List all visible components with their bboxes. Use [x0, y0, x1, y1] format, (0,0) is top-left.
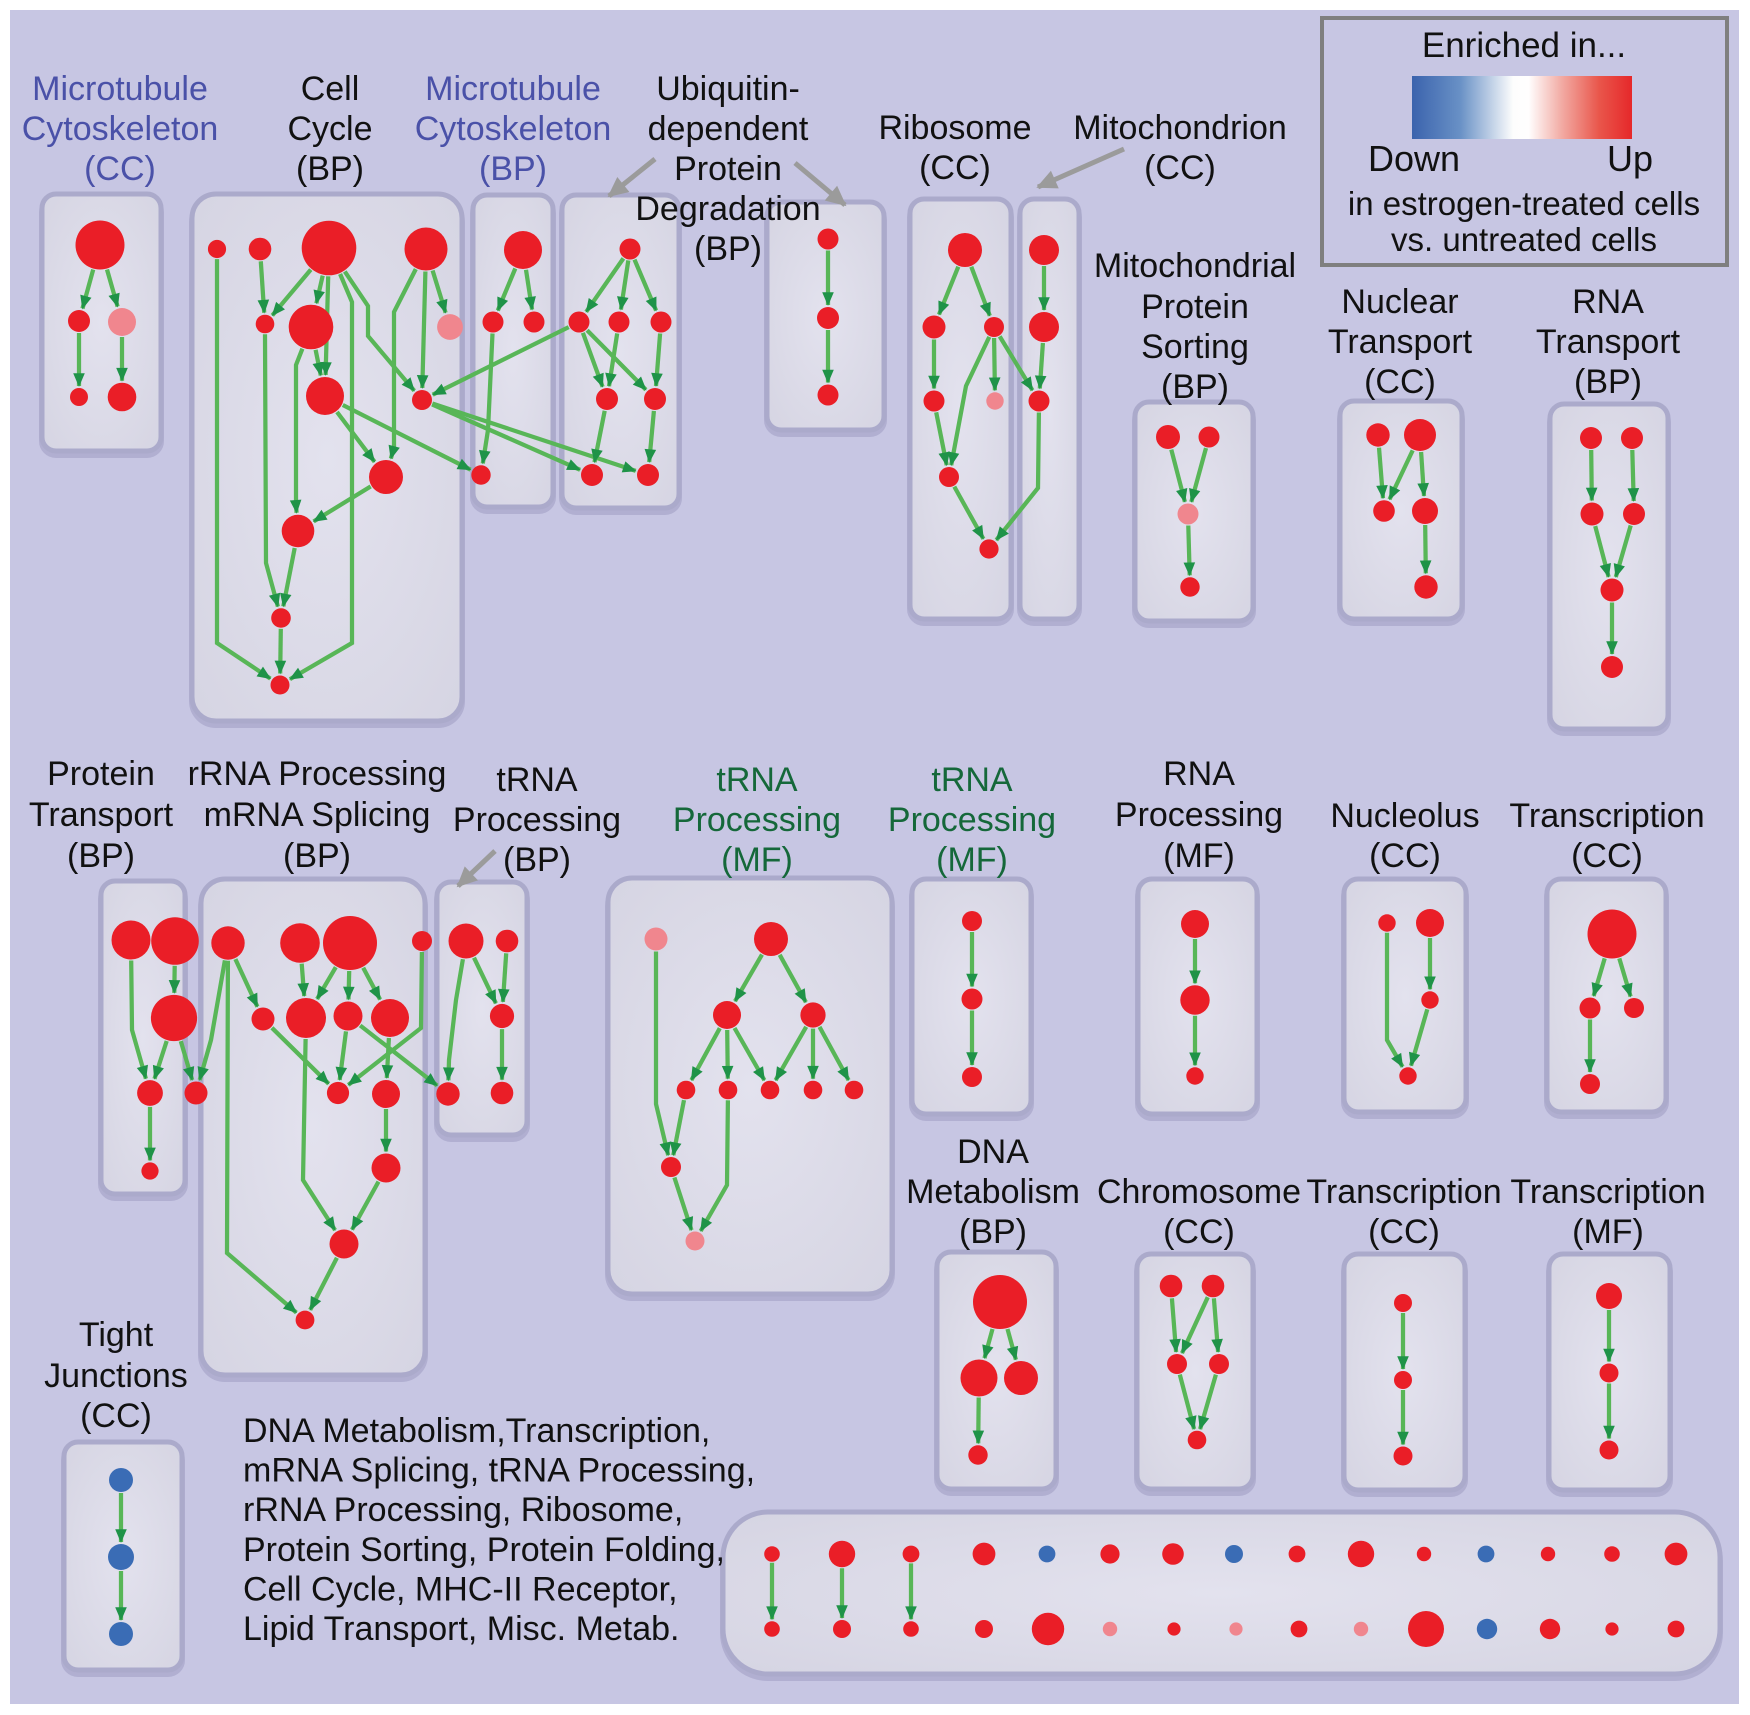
svg-text:(BP): (BP)	[959, 1213, 1027, 1251]
svg-text:Up: Up	[1607, 138, 1653, 179]
svg-text:Transport: Transport	[1536, 323, 1681, 361]
svg-text:(BP): (BP)	[479, 150, 547, 188]
svg-text:Metabolism: Metabolism	[906, 1173, 1080, 1211]
svg-text:Tight: Tight	[79, 1316, 154, 1354]
svg-text:Cytoskeleton: Cytoskeleton	[415, 110, 612, 148]
svg-text:Enriched in...: Enriched in...	[1422, 26, 1626, 65]
svg-text:Transcription: Transcription	[1510, 1173, 1705, 1211]
svg-text:(CC): (CC)	[1368, 1213, 1440, 1251]
svg-text:DNA: DNA	[957, 1133, 1029, 1171]
svg-text:Down: Down	[1368, 138, 1460, 179]
svg-text:Microtubule: Microtubule	[425, 70, 601, 108]
svg-text:(CC): (CC)	[80, 1397, 152, 1435]
svg-text:Processing: Processing	[888, 801, 1056, 839]
svg-text:tRNA: tRNA	[931, 761, 1013, 799]
svg-text:(CC): (CC)	[1163, 1213, 1235, 1251]
svg-text:Cycle: Cycle	[287, 110, 372, 148]
svg-text:rRNA Processing, Ribosome,: rRNA Processing, Ribosome,	[243, 1491, 683, 1529]
svg-text:Processing: Processing	[1115, 796, 1283, 834]
svg-text:Protein: Protein	[1141, 288, 1249, 326]
svg-text:(MF): (MF)	[1163, 837, 1235, 875]
svg-text:Transcription: Transcription	[1306, 1173, 1501, 1211]
svg-text:Ubiquitin-: Ubiquitin-	[656, 70, 800, 108]
svg-text:in estrogen-treated cells: in estrogen-treated cells	[1348, 185, 1700, 222]
svg-text:tRNA: tRNA	[716, 761, 798, 799]
svg-text:Protein: Protein	[47, 755, 155, 793]
svg-text:Nucleolus: Nucleolus	[1330, 797, 1479, 835]
svg-text:vs. untreated cells: vs. untreated cells	[1391, 221, 1657, 258]
svg-text:Cytoskeleton: Cytoskeleton	[22, 110, 219, 148]
svg-text:Processing: Processing	[453, 801, 621, 839]
svg-text:Mitochondrial: Mitochondrial	[1094, 247, 1296, 285]
svg-text:(BP): (BP)	[694, 230, 762, 268]
svg-text:rRNA Processing: rRNA Processing	[188, 755, 447, 793]
svg-text:(BP): (BP)	[283, 837, 351, 875]
svg-text:mRNA Splicing, tRNA Processing: mRNA Splicing, tRNA Processing,	[243, 1452, 755, 1490]
svg-text:dependent: dependent	[648, 110, 809, 148]
svg-text:RNA: RNA	[1163, 755, 1235, 793]
svg-text:(CC): (CC)	[1144, 149, 1216, 187]
svg-text:Microtubule: Microtubule	[32, 70, 208, 108]
svg-text:tRNA: tRNA	[496, 761, 578, 799]
svg-text:RNA: RNA	[1572, 283, 1644, 321]
svg-text:Transport: Transport	[1328, 323, 1473, 361]
svg-text:Mitochondrion: Mitochondrion	[1073, 109, 1287, 147]
svg-text:Lipid Transport, Misc. Metab.: Lipid Transport, Misc. Metab.	[243, 1610, 680, 1648]
svg-text:Processing: Processing	[673, 801, 841, 839]
svg-text:(MF): (MF)	[721, 841, 793, 879]
svg-text:(MF): (MF)	[1572, 1213, 1644, 1251]
svg-text:(BP): (BP)	[1161, 368, 1229, 406]
svg-text:Protein: Protein	[674, 150, 782, 188]
svg-text:Chromosome: Chromosome	[1097, 1173, 1301, 1211]
svg-text:(CC): (CC)	[1571, 837, 1643, 875]
svg-text:(CC): (CC)	[919, 149, 991, 187]
svg-text:(BP): (BP)	[296, 150, 364, 188]
svg-text:Degradation: Degradation	[635, 190, 820, 228]
svg-text:(CC): (CC)	[84, 150, 156, 188]
svg-text:Transcription: Transcription	[1509, 797, 1704, 835]
svg-text:Cell Cycle, MHC-II Receptor,: Cell Cycle, MHC-II Receptor,	[243, 1570, 678, 1608]
svg-text:(BP): (BP)	[67, 837, 135, 875]
svg-text:Junctions: Junctions	[44, 1357, 188, 1395]
svg-text:Protein Sorting, Protein Foldi: Protein Sorting, Protein Folding,	[243, 1531, 725, 1569]
svg-text:DNA Metabolism,Transcription,: DNA Metabolism,Transcription,	[243, 1412, 710, 1450]
svg-text:(MF): (MF)	[936, 841, 1008, 879]
svg-text:(CC): (CC)	[1369, 837, 1441, 875]
svg-text:Ribosome: Ribosome	[878, 109, 1031, 147]
svg-text:Nuclear: Nuclear	[1341, 283, 1458, 321]
svg-text:(CC): (CC)	[1364, 363, 1436, 401]
svg-text:(BP): (BP)	[1574, 363, 1642, 401]
svg-text:(BP): (BP)	[503, 841, 571, 879]
svg-text:Sorting: Sorting	[1141, 328, 1249, 366]
svg-text:Cell: Cell	[301, 70, 360, 108]
svg-text:mRNA Splicing: mRNA Splicing	[204, 796, 431, 834]
svg-text:Transport: Transport	[29, 796, 174, 834]
